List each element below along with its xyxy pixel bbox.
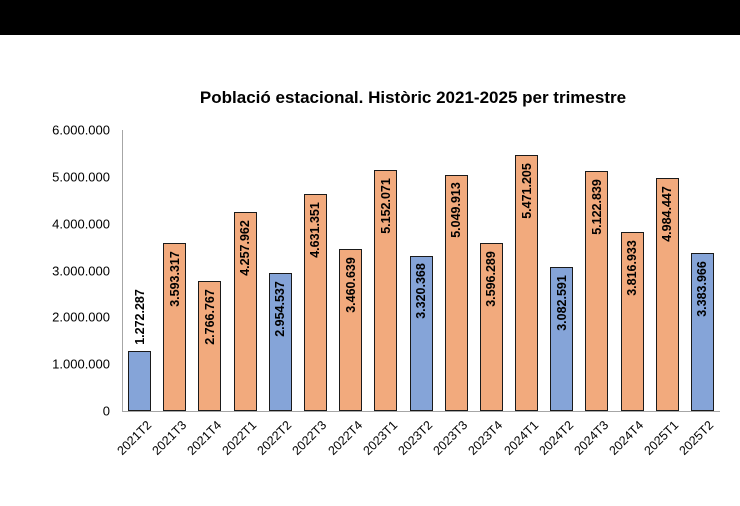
- top-black-bar: [0, 0, 740, 35]
- bar-value-label: 2.766.767: [202, 289, 217, 346]
- bar-value-label: 4.257.962: [237, 219, 252, 276]
- bar-value-label: 4.631.351: [308, 202, 323, 258]
- x-tick-label: 2025T2: [676, 418, 717, 458]
- y-tick-label: 0: [102, 403, 110, 419]
- bar-2021T3: [163, 242, 187, 411]
- bar-2023T1: [374, 169, 398, 411]
- bar-value-label: 5.122.839: [589, 179, 604, 235]
- bar-value-label: 3.816.933: [624, 240, 639, 297]
- bar-value-label: 1.272.287: [132, 289, 147, 346]
- bar-2023T4: [479, 242, 503, 411]
- bar-value-label: 5.152.071: [378, 177, 393, 234]
- x-tick-label: 2023T1: [360, 418, 401, 458]
- bar-2022T1: [233, 211, 257, 411]
- bar-value-label: 3.320.368: [413, 263, 428, 320]
- y-tick-label: 2.000.000: [52, 309, 110, 325]
- y-tick-label: 4.000.000: [52, 216, 110, 232]
- x-axis-line: [122, 411, 720, 412]
- bar-value-label: 3.596.289: [484, 250, 499, 307]
- bar-2022T4: [339, 248, 363, 411]
- bar-value-label: 3.383.966: [695, 260, 710, 317]
- bar-2021T2: [128, 351, 152, 411]
- x-tick-label: 2023T4: [465, 418, 506, 458]
- bar-value-label: 3.082.591: [554, 274, 569, 331]
- y-tick-label: 5.000.000: [52, 169, 110, 185]
- bar-2024T4: [620, 232, 644, 411]
- bar-2023T2: [409, 255, 433, 411]
- bar-value-label: 3.593.317: [167, 250, 182, 307]
- bar-2024T3: [585, 171, 609, 411]
- bar-2025T1: [655, 177, 679, 411]
- x-tick-label: 2022T4: [325, 418, 365, 458]
- bar-value-label: 2.954.537: [273, 280, 288, 337]
- chart-title: Població estacional. Històric 2021-2025 …: [199, 88, 627, 107]
- bar-value-label: 3.460.639: [343, 257, 358, 313]
- x-tick-label: 2022T3: [289, 418, 330, 458]
- x-tick-label: 2023T3: [430, 418, 471, 458]
- bar-2023T3: [444, 174, 468, 411]
- y-tick-label: 3.000.000: [52, 263, 110, 278]
- y-tick-label: 1.000.000: [52, 356, 110, 372]
- x-tick-label: 2024T4: [606, 418, 647, 458]
- bar-2022T2: [268, 272, 292, 411]
- x-tick-label: 2021T2: [113, 418, 154, 458]
- plot-area: 1.272.287 3.593.317 2.766.767 4.257.962 2.95…: [122, 130, 720, 411]
- x-tick-label: 2024T2: [536, 418, 577, 458]
- bar-2022T3: [303, 194, 327, 411]
- bar-value-label: 5.049.913: [448, 182, 463, 239]
- x-tick-label: 2021T3: [149, 418, 190, 458]
- y-axis-line: [122, 130, 123, 412]
- x-tick-label: 2022T1: [219, 418, 260, 458]
- bar-value-label: 5.471.205: [519, 162, 534, 219]
- x-tick-label: 2023T2: [395, 418, 436, 458]
- bar-value-label: 4.984.447: [660, 185, 675, 242]
- y-tick-label: 6.000.000: [52, 122, 110, 138]
- x-tick-label: 2024T1: [500, 418, 541, 458]
- bar-2021T4: [198, 281, 222, 411]
- x-tick-label: 2021T4: [184, 418, 225, 458]
- bar-2024T2: [550, 266, 574, 411]
- x-tick-label: 2024T3: [571, 418, 612, 458]
- bar-2025T2: [690, 252, 714, 411]
- cropped-footer-text: [0, 499, 740, 506]
- bar-2024T1: [515, 154, 539, 411]
- x-tick-label: 2022T2: [254, 418, 295, 458]
- x-tick-label: 2025T1: [641, 418, 682, 458]
